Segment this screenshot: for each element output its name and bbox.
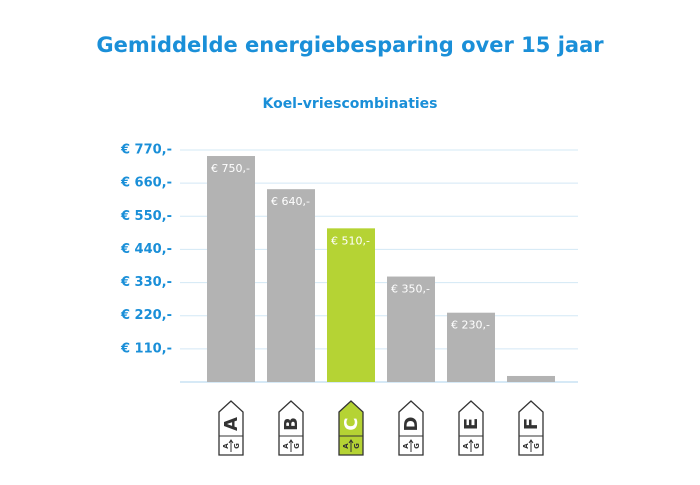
x-tick-label: A: [221, 417, 242, 431]
energy-label: F A G: [518, 400, 544, 456]
y-tick-label: € 330,-: [120, 275, 172, 290]
scale-from: A: [342, 443, 350, 449]
energy-label: AA G: [218, 400, 244, 456]
chart-subtitle: Koel-vriescombinaties: [262, 96, 437, 112]
y-tick-label: € 220,-: [120, 308, 172, 323]
y-tick-label: € 440,-: [120, 242, 172, 257]
chart-title: Gemiddelde energiebesparing over 15 jaar: [96, 33, 604, 57]
scale-arrow: [228, 439, 234, 452]
label-shape: [338, 400, 364, 456]
scale-to: G: [353, 443, 361, 449]
y-tick-label: € 550,-: [120, 209, 172, 224]
x-tick-label: F: [521, 418, 542, 430]
scale-from: A: [282, 443, 290, 449]
scale-from: A: [222, 443, 230, 449]
energy-label: D A G: [398, 400, 424, 456]
value-label: € 640,-: [271, 195, 310, 208]
scale-to: G: [413, 443, 421, 449]
bar: [267, 189, 315, 382]
x-tick-label: E: [461, 418, 482, 430]
scale-from: A: [402, 443, 410, 449]
scale-to: G: [293, 443, 301, 449]
scale-arrow: [528, 439, 534, 452]
scale-from: A: [522, 443, 530, 449]
label-shape: [398, 400, 424, 456]
scale-to: G: [473, 443, 481, 449]
y-tick-label: € 110,-: [120, 341, 172, 356]
value-label: € 350,-: [391, 283, 430, 296]
energy-label: C A G: [338, 400, 364, 456]
scale-arrow: [288, 439, 294, 452]
x-tick-label: B: [281, 417, 302, 431]
bar: [507, 375, 555, 382]
label-shape: [518, 400, 544, 456]
label-shape: [278, 400, 304, 456]
scale-from: A: [462, 443, 470, 449]
label-shape: [458, 400, 484, 456]
value-label: € 230,-: [451, 319, 490, 332]
bar: [207, 156, 255, 382]
scale-to: G: [533, 443, 541, 449]
scale-arrow: [408, 439, 414, 452]
x-tick-label: D: [401, 417, 422, 432]
bar: [447, 312, 495, 382]
energy-label: B A G: [278, 400, 304, 456]
value-label: € 510,-: [331, 234, 370, 247]
scale-arrow: [348, 439, 354, 452]
bar: [387, 276, 435, 382]
y-tick-label: € 770,-: [120, 143, 172, 158]
value-label: € 750,-: [211, 162, 250, 175]
y-tick-label: € 660,-: [120, 176, 172, 191]
bar: [327, 228, 375, 382]
scale-to: G: [233, 443, 241, 449]
label-shape: [218, 400, 244, 456]
energy-label: E A G: [458, 400, 484, 456]
x-tick-label: C: [341, 417, 362, 430]
scale-arrow: [468, 439, 474, 452]
